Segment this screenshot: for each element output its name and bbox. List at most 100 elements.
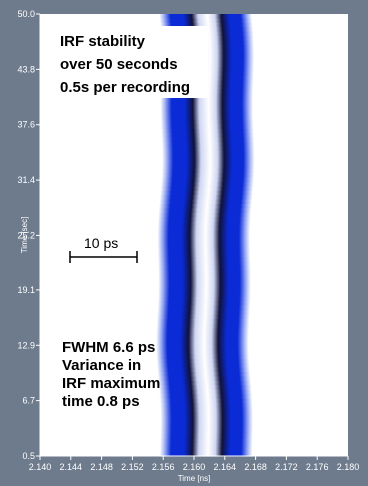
heatmap-row	[159, 199, 252, 205]
heatmap-row	[157, 367, 250, 373]
heatmap-row	[159, 394, 253, 400]
heatmap-row	[161, 128, 254, 134]
heatmap-row	[158, 283, 251, 289]
heatmap-row	[161, 173, 255, 179]
x-tick-label: 2.156	[152, 462, 175, 472]
heatmap-row	[156, 327, 249, 333]
heatmap-row	[160, 186, 254, 192]
heatmap-row	[157, 243, 250, 249]
annot-bottom-1: FWHM 6.6 ps	[62, 339, 155, 356]
top-annotation: IRF stability over 50 seconds 0.5s per r…	[52, 26, 208, 98]
heatmap-row	[157, 252, 251, 258]
y-axis-ticks: 50.0 43.8 37.6 31.4 25.2 19.1 12.9 6.7 0.5	[17, 9, 40, 461]
x-axis-ticks: 2.140 2.144 2.148 2.152 2.156 2.160 2.164 2.168…	[29, 456, 360, 472]
heatmap-row	[159, 204, 252, 210]
heatmap-row	[156, 358, 250, 364]
heatmap-row	[162, 164, 255, 170]
heatmap-row	[157, 310, 250, 316]
heatmap-row	[158, 385, 252, 391]
heatmap-row	[160, 416, 253, 422]
heatmap-row	[160, 442, 253, 448]
heatmap-row	[160, 111, 253, 117]
heatmap-row	[158, 208, 252, 214]
heatmap-row	[157, 230, 250, 236]
heatmap-row	[159, 18, 253, 24]
heatmap-row	[160, 429, 253, 435]
x-axis-label: Time [ns]	[178, 474, 211, 483]
heatmap-row	[160, 22, 253, 28]
heatmap-row	[160, 102, 253, 108]
heatmap-row	[156, 349, 249, 355]
annot-line-3: 0.5s per recording	[60, 79, 190, 96]
x-tick-label: 2.168	[244, 462, 267, 472]
heatmap-row	[157, 305, 251, 311]
heatmap-row	[161, 177, 254, 183]
heatmap-row	[157, 301, 251, 307]
heatmap-row	[158, 292, 251, 298]
heatmap-row	[156, 332, 249, 338]
heatmap-row	[158, 270, 251, 276]
heatmap-row	[160, 97, 253, 103]
heatmap-row	[160, 190, 253, 196]
heatmap-row	[158, 217, 251, 223]
heatmap-row	[158, 265, 251, 271]
heatmap-row	[157, 314, 250, 320]
annot-bottom-3: IRF maximum	[62, 375, 160, 392]
heatmap-row	[158, 261, 251, 267]
annot-bottom-2: Variance in	[62, 357, 141, 374]
heatmap-row	[160, 433, 253, 439]
x-tick-label: 2.164	[214, 462, 237, 472]
heatmap-row	[161, 168, 255, 174]
heatmap-row	[158, 376, 251, 382]
heatmap-row	[156, 354, 249, 360]
annot-line-1: IRF stability	[60, 33, 146, 50]
heatmap-row	[162, 151, 255, 157]
heatmap-row	[158, 380, 251, 386]
heatmap-row	[159, 398, 253, 404]
heatmap-row	[158, 288, 251, 294]
heatmap-row	[160, 120, 254, 126]
heatmap-row	[160, 425, 253, 431]
heatmap-row	[161, 181, 254, 187]
heatmap-row	[158, 296, 251, 302]
heatmap-row	[159, 195, 253, 201]
heatmap-row	[157, 257, 251, 263]
y-tick-label: 43.8	[17, 64, 35, 74]
heatmap-row	[157, 235, 250, 241]
heatmap-row	[157, 248, 251, 254]
heatmap-row	[160, 402, 253, 408]
heatmap-row	[159, 14, 252, 20]
heatmap-row	[158, 279, 251, 285]
x-tick-label: 2.140	[29, 462, 52, 472]
heatmap-row	[156, 318, 250, 324]
x-tick-label: 2.152	[121, 462, 144, 472]
heatmap-row	[159, 451, 253, 457]
y-tick-label: 0.5	[22, 451, 35, 461]
heatmap-row	[156, 345, 249, 351]
heatmap-row	[162, 155, 255, 161]
heatmap-row	[160, 411, 253, 417]
heatmap-row	[160, 438, 253, 444]
x-tick-label: 2.180	[337, 462, 360, 472]
y-tick-label: 25.2	[17, 230, 35, 240]
heatmap-row	[156, 341, 249, 347]
heatmap-row	[156, 323, 250, 329]
heatmap-row	[160, 447, 253, 453]
heatmap-row	[161, 137, 255, 143]
heatmap-row	[159, 389, 252, 395]
heatmap-row	[161, 142, 255, 148]
y-tick-label: 31.4	[17, 175, 35, 185]
heatmap-row	[161, 133, 254, 139]
x-tick-label: 2.160	[183, 462, 206, 472]
heatmap-row	[157, 363, 250, 369]
heatmap-row	[157, 226, 251, 232]
heatmap-row	[157, 372, 251, 378]
heatmap-row	[158, 212, 251, 218]
heatmap-row	[160, 115, 254, 121]
annot-bottom-4: time 0.8 ps	[62, 393, 140, 410]
y-tick-label: 50.0	[17, 9, 35, 19]
y-tick-label: 37.6	[17, 120, 35, 130]
heatmap-row	[161, 124, 254, 130]
